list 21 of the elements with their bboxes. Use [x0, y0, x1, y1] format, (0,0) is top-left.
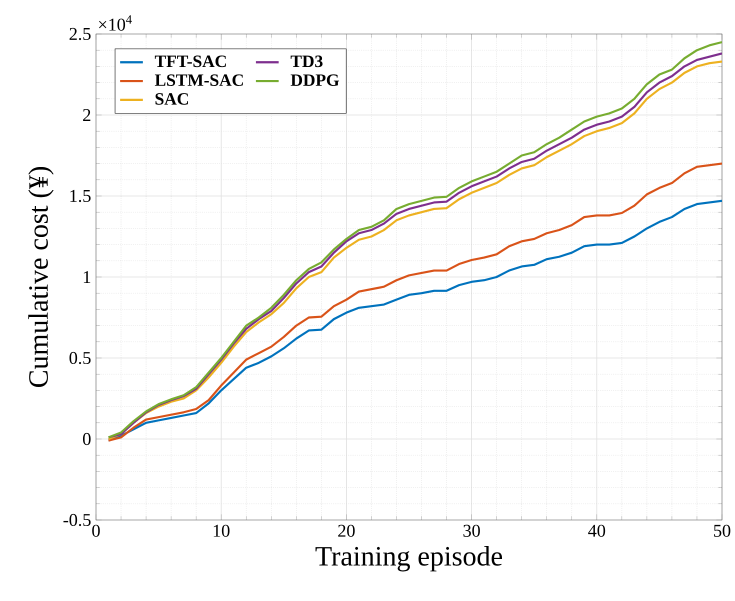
text: ×10$^{4}$: [99, 15, 132, 31]
legend-label: TD3: [290, 56, 323, 68]
y-tick-label: 1: [84, 271, 90, 283]
legend-label: SAC: [156, 93, 188, 105]
y-tick-label: 2: [83, 109, 90, 121]
x-tick-label: 50: [714, 524, 730, 537]
x-tick-label: 10: [214, 524, 230, 537]
legend-label: DDPG: [290, 74, 340, 86]
y-tick-label: -0.5: [63, 514, 91, 526]
x-tick-label: 20: [338, 524, 355, 537]
y-tick-label: 0.5: [69, 352, 91, 364]
x-tick-label: 0: [92, 524, 100, 537]
y-axis-title: Cumulative cost (¥): [28, 167, 54, 388]
x-axis-title: Training episode: [316, 546, 502, 572]
y-tick-label: 2.5: [70, 28, 91, 40]
y-tick-label: 0: [82, 432, 91, 446]
legend-label: LSTM-SAC: [154, 74, 243, 86]
x-tick-label: 40: [588, 524, 606, 537]
legend-label: TFT-SAC: [154, 56, 226, 68]
y-tick-label: 1.5: [70, 190, 91, 202]
x-tick-label: 30: [463, 524, 480, 537]
